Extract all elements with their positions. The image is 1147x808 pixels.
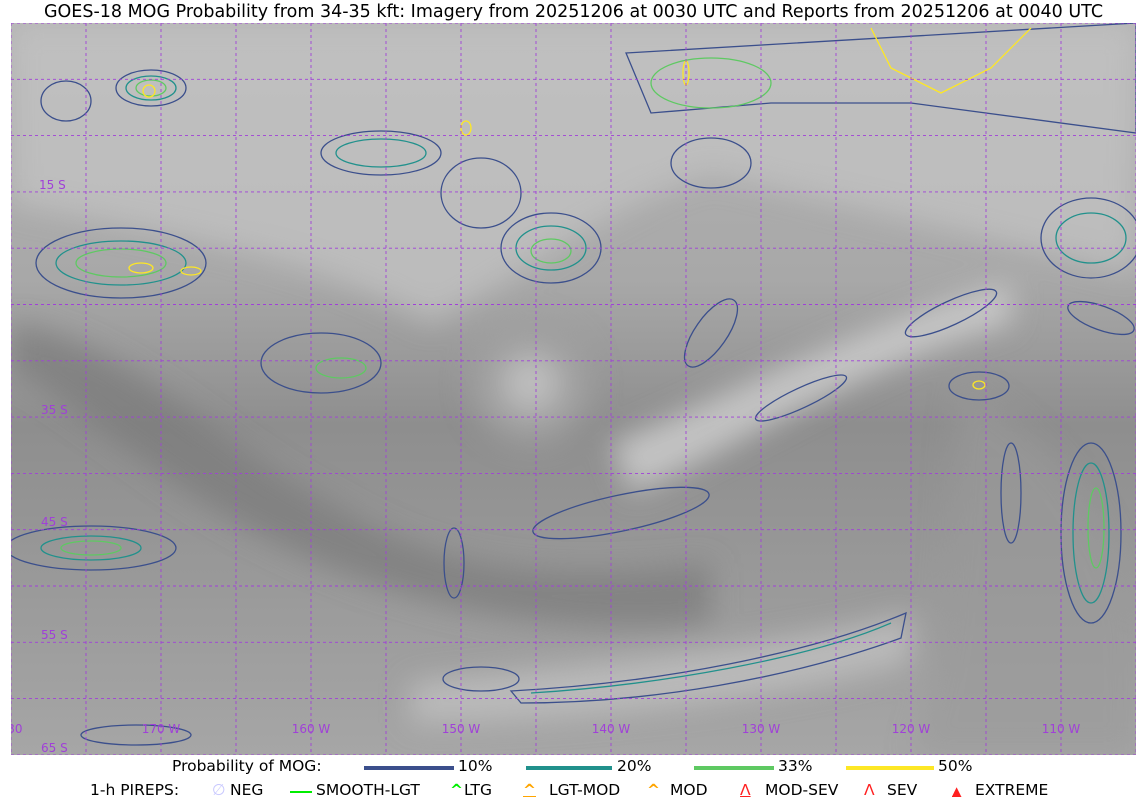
lon-label: 170 W	[142, 722, 181, 736]
lat-label: 55 S	[41, 628, 68, 642]
probability-legend: Probability of MOG: 10% 20% 33% 50%	[0, 757, 1147, 779]
lat-lon-grid	[11, 23, 1136, 755]
lat-label: 15 S	[39, 178, 66, 192]
lat-label: 35 S	[41, 403, 68, 417]
legend-label: MOD	[670, 781, 708, 799]
caret-icon: ^	[647, 781, 660, 799]
pireps-legend-title: 1-h PIREPS:	[90, 781, 180, 799]
legend-swatch-20	[526, 766, 612, 770]
lon-label: 140 W	[592, 722, 631, 736]
lon-label: 130 W	[742, 722, 781, 736]
legend-swatch-50	[846, 766, 934, 770]
lon-labels: 180 170 W 160 W 150 W 140 W 130 W 120 W …	[11, 722, 1080, 736]
lat-labels: 15 S 35 S 45 S 55 S 65 S	[39, 178, 68, 755]
legend-label: 33%	[778, 757, 813, 775]
legend-label: SEV	[887, 781, 918, 799]
lon-label: 150 W	[442, 722, 481, 736]
null-circle-icon: ∅	[212, 781, 226, 799]
lon-label: 160 W	[292, 722, 331, 736]
pireps-legend: 1-h PIREPS: ∅ NEG SMOOTH-LGT ^ LTG ^ LGT…	[0, 781, 1147, 803]
legend-label: 20%	[617, 757, 652, 775]
double-caret-icon: Λ	[864, 781, 875, 799]
cloud-imagery	[11, 23, 1136, 755]
legend-label: 50%	[938, 757, 973, 775]
satellite-map: 15 S 35 S 45 S 55 S 65 S 180 170 W 160 W…	[11, 23, 1136, 755]
legend-swatch-10	[364, 766, 454, 770]
legend-swatch-33	[694, 766, 774, 770]
lon-label: 120 W	[892, 722, 931, 736]
lat-label: 65 S	[41, 741, 68, 755]
dash-icon	[290, 791, 312, 793]
caret-icon: ^	[450, 781, 463, 799]
legend-label: SMOOTH-LGT	[316, 781, 420, 799]
lat-label: 45 S	[41, 515, 68, 529]
caret-bar-icon: ^	[523, 781, 536, 799]
lon-label: 110 W	[1042, 722, 1081, 736]
legend-label: LGT-MOD	[549, 781, 621, 799]
legend-label: NEG	[230, 781, 264, 799]
lon-label: 180	[11, 722, 22, 736]
probability-legend-title: Probability of MOG:	[172, 757, 322, 775]
legend-label: MOD-SEV	[765, 781, 839, 799]
legend-label: 10%	[458, 757, 493, 775]
double-caret-bar-icon: Λ	[740, 781, 751, 799]
legend-label: LTG	[464, 781, 492, 799]
legend-label: EXTREME	[975, 781, 1049, 799]
filled-triangle-bar-icon: ▲	[952, 784, 962, 798]
figure-title: GOES-18 MOG Probability from 34-35 kft: …	[43, 2, 1104, 22]
